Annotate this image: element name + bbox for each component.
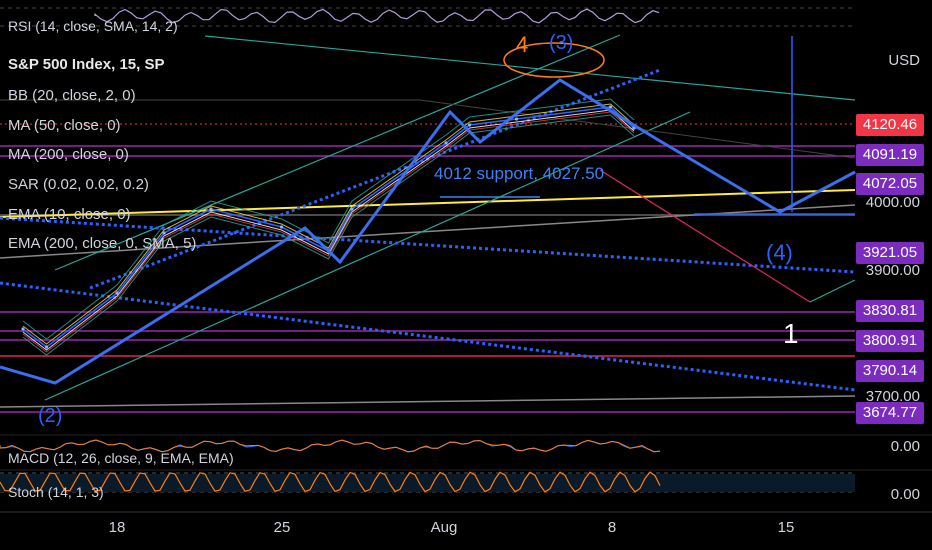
target-tail	[809, 279, 856, 303]
price-badge-level: 3800.91	[856, 330, 924, 352]
channel-lower	[44, 111, 691, 401]
wave-label-4-blue: (4)	[766, 240, 793, 265]
price-badge-current: 4120.46	[856, 114, 924, 136]
indicator-ma50[interactable]: MA (50, close, 0)	[8, 117, 121, 134]
indicator-line	[22, 109, 635, 351]
x-tick: 8	[607, 519, 617, 536]
rsi-line	[94, 8, 660, 24]
macd-value: 0.00	[890, 438, 920, 455]
currency-label: USD	[888, 52, 920, 69]
x-tick: 18	[108, 519, 126, 536]
resistance-line	[204, 35, 856, 101]
price-point	[467, 123, 472, 127]
price-point	[21, 327, 25, 331]
indicator-lines	[22, 98, 635, 356]
price-tick: 3700.00	[865, 388, 920, 405]
rsi-label: RSI (14, close, SMA, 14, 2)	[8, 18, 178, 34]
price-badge-level: 4091.19	[856, 144, 924, 166]
dotted-trend-blue	[0, 216, 856, 274]
indicator-ema200[interactable]: EMA (200, close, 0, SMA, 5)	[8, 235, 197, 252]
price-point	[209, 207, 213, 211]
stoch-line	[0, 471, 661, 493]
indicator-line	[22, 111, 635, 353]
price-point	[44, 345, 49, 349]
chart-grid	[0, 7, 932, 513]
price-point	[608, 105, 613, 109]
price-point	[115, 291, 119, 295]
macd-signal	[0, 439, 661, 453]
elliott-wave-path	[0, 78, 856, 385]
price-point	[350, 207, 354, 211]
indicator-line	[22, 98, 635, 340]
wave-label-1: 1	[783, 318, 799, 349]
support-text: 4012 support, 4027.50	[434, 164, 605, 183]
indicator-bb[interactable]: BB (20, close, 2, 0)	[8, 87, 136, 104]
price-tick: 4000.00	[865, 194, 920, 211]
stoch-band	[0, 474, 855, 492]
indicator-sar[interactable]: SAR (0.02, 0.02, 0.2)	[8, 176, 149, 193]
x-tick: 25	[273, 519, 291, 536]
x-tick: Aug	[430, 519, 458, 536]
x-tick: 15	[777, 519, 795, 536]
support-line	[0, 189, 856, 218]
trend-line-gray	[0, 395, 856, 408]
wave-label-3: (3)	[549, 32, 574, 54]
price-badge-level: 4072.05	[856, 173, 924, 195]
indicator-ma200[interactable]: MA (200, close, 0)	[8, 146, 129, 163]
price-point	[514, 117, 519, 121]
elliott-projection	[0, 78, 856, 385]
price-badge-level: 3830.81	[856, 300, 924, 322]
trendlines	[0, 34, 856, 401]
price-point	[162, 231, 166, 235]
indicator-line	[22, 103, 635, 345]
wave-label-4-orange: 4	[516, 32, 529, 57]
wave-label-2: (2)	[38, 405, 63, 427]
price-point	[279, 225, 284, 229]
price-badge-level: 3674.77	[856, 402, 924, 424]
symbol-title[interactable]: S&P 500 Index, 15, SP	[8, 56, 165, 73]
wave-ellipse	[503, 42, 605, 78]
macd-label: MACD (12, 26, close, 9, EMA, EMA)	[8, 450, 234, 466]
price-badge-level: 3790.14	[856, 360, 924, 382]
stoch-value: 0.00	[890, 486, 920, 503]
indicator-line	[22, 114, 635, 356]
price-tick: 3900.00	[865, 262, 920, 279]
target-arrow	[599, 169, 811, 303]
price-badge-level: 3921.05	[856, 242, 924, 264]
stoch-label: Stoch (14, 1, 3)	[8, 484, 104, 500]
price-point	[444, 141, 448, 145]
oscillator-panes	[0, 8, 661, 493]
indicator-ema10[interactable]: EMA (10, close, 0)	[8, 206, 131, 223]
